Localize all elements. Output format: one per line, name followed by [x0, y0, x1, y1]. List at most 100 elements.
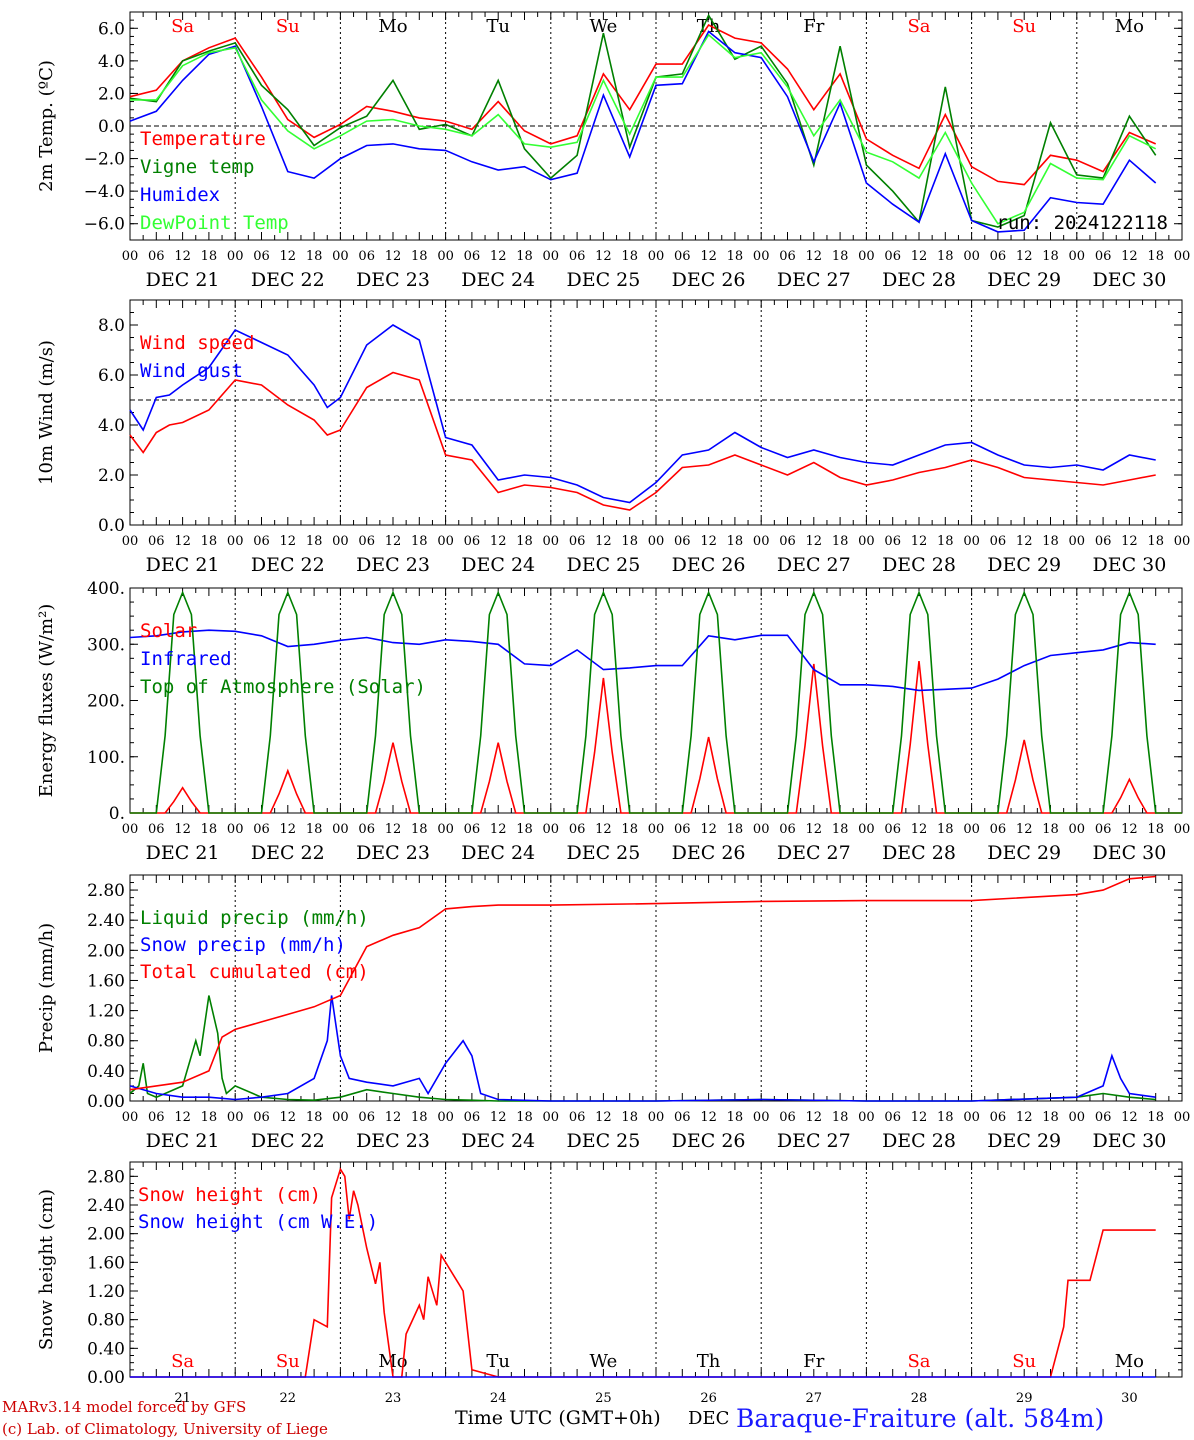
x-hour-label: 00 [332, 822, 349, 837]
series-line [129, 13, 1157, 228]
x-hour-label: 06 [569, 822, 586, 837]
x-date-label: DEC 26 [672, 554, 746, 576]
x-hour-label: 18 [516, 534, 533, 549]
x-hour-label: 06 [569, 1110, 586, 1125]
x-hour-label: 00 [543, 1110, 560, 1125]
x-hour-label: 12 [911, 534, 928, 549]
y-tick-label: 2.00 [87, 941, 125, 961]
x-date-label: DEC 23 [356, 1130, 430, 1152]
x-hour-label: 00 [437, 249, 454, 264]
y-tick-label: 2.80 [87, 881, 125, 901]
x-hour-label: 00 [122, 534, 139, 549]
x-hour-label: 18 [306, 1110, 323, 1125]
legend-entry: Snow precip (mm/h) [140, 934, 346, 956]
x-hour-label: 00 [437, 1110, 454, 1125]
x-hour-label: 00 [227, 1110, 244, 1125]
x-hour-label: 12 [280, 1110, 297, 1125]
x-hour-label: 06 [464, 822, 481, 837]
x-hour-label: 06 [674, 822, 691, 837]
x-hour-label: 18 [832, 249, 849, 264]
series-line [129, 629, 1156, 692]
x-hour-label: 12 [385, 822, 402, 837]
y-tick-label: 2.40 [87, 1196, 125, 1216]
panel-5: 0.00 0.40 0.80 1.20 1.60 2.00 2.40 2.80 Snow hei… [36, 1161, 1183, 1406]
x-hour-label: 12 [1121, 822, 1138, 837]
x-hour-label: 12 [174, 1110, 191, 1125]
y-tick-label: 8.0 [98, 316, 125, 336]
x-date-label: DEC 25 [566, 842, 640, 864]
x-day-number: 24 [490, 1391, 507, 1406]
y-tick-label: 100. [87, 748, 125, 768]
x-hour-label: 12 [1121, 249, 1138, 264]
x-hour-label: 00 [332, 534, 349, 549]
y-tick-label: 0.00 [87, 1368, 125, 1388]
x-hour-label: 12 [595, 822, 612, 837]
x-hour-label: 06 [569, 534, 586, 549]
x-hour-label: 18 [1042, 534, 1059, 549]
x-day-number: 29 [1016, 1391, 1033, 1406]
legend-entry: Temperature [140, 128, 266, 150]
series-line [130, 590, 1182, 814]
y-tick-label: −6.0 [84, 215, 125, 235]
weekday-label: Su [276, 16, 300, 37]
y-axis-label: 10m Wind (m/s) [36, 340, 57, 485]
series-line [129, 324, 1156, 504]
x-date-label: DEC 24 [461, 842, 535, 864]
weekday-label: Fr [803, 1351, 824, 1372]
x-hour-label: 12 [1016, 249, 1033, 264]
x-date-label: DEC 23 [356, 554, 430, 576]
x-hour-label: 00 [227, 249, 244, 264]
x-hour-label: 00 [858, 1110, 875, 1125]
x-hour-label: 06 [1095, 822, 1112, 837]
x-hour-label: 12 [911, 249, 928, 264]
x-date-label: DEC 25 [566, 1130, 640, 1152]
x-date-label: DEC 22 [251, 842, 325, 864]
x-date-label: DEC 21 [146, 554, 220, 576]
weekday-label: Su [1012, 16, 1036, 37]
y-tick-label: 2.00 [87, 1225, 125, 1245]
x-date-label: DEC 29 [987, 554, 1061, 576]
y-tick-label: 1.20 [87, 1002, 125, 1022]
run-label: run: 2024122118 [996, 212, 1168, 234]
x-hour-label: 06 [464, 249, 481, 264]
x-hour-label: 00 [963, 822, 980, 837]
x-hour-label: 18 [621, 249, 638, 264]
x-date-label: DEC 27 [777, 1130, 851, 1152]
y-tick-label: 0.80 [87, 1311, 125, 1331]
x-hour-label: 00 [858, 822, 875, 837]
x-hour-label: 18 [1042, 1110, 1059, 1125]
x-hour-label: 12 [490, 1110, 507, 1125]
x-hour-label: 18 [937, 822, 954, 837]
x-hour-label: 06 [990, 534, 1007, 549]
x-hour-label: 00 [1069, 249, 1086, 264]
x-hour-label: 00 [753, 1110, 770, 1125]
x-hour-label: 06 [148, 249, 165, 264]
x-date-label: DEC 24 [461, 269, 535, 291]
x-hour-label: 18 [832, 1110, 849, 1125]
x-date-label: DEC 29 [987, 1130, 1061, 1152]
y-tick-label: 1.60 [87, 971, 125, 991]
legend-entry: Wind gust [140, 360, 243, 382]
legend-entry: Solar [140, 620, 197, 642]
y-tick-label: 6.0 [98, 19, 125, 39]
x-hour-label: 00 [332, 1110, 349, 1125]
weekday-label: Sa [907, 1351, 930, 1372]
station-title: Baraque-Fraiture (alt. 584m) [736, 1404, 1104, 1433]
weekday-label: Mo [1115, 16, 1144, 37]
x-hour-label: 18 [306, 822, 323, 837]
x-date-label: DEC 24 [461, 554, 535, 576]
x-hour-label: 00 [963, 249, 980, 264]
x-hour-label: 18 [1147, 822, 1164, 837]
legend-entry: Infrared [140, 648, 232, 670]
y-tick-label: −2.0 [84, 150, 125, 170]
legend-entry: Vigne temp [140, 156, 254, 178]
x-hour-label: 18 [621, 1110, 638, 1125]
x-date-label: DEC 26 [672, 842, 746, 864]
x-hour-label: 00 [1174, 822, 1191, 837]
x-hour-label: 12 [700, 1110, 717, 1125]
weekday-label: Tu [486, 1351, 510, 1372]
x-hour-label: 18 [832, 534, 849, 549]
x-hour-label: 06 [253, 822, 270, 837]
x-date-label: DEC 21 [146, 842, 220, 864]
